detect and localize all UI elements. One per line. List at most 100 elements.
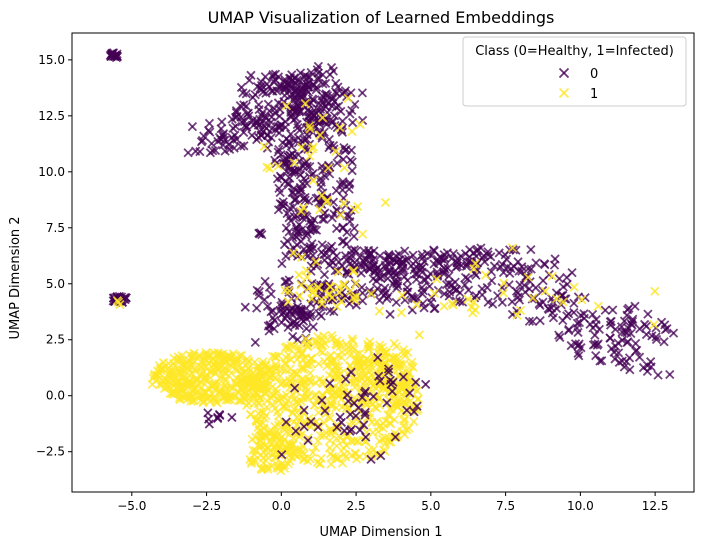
data-point [515, 296, 523, 304]
x-tick-label: 2.5 [347, 499, 366, 513]
y-tick-label: 2.5 [46, 333, 65, 347]
data-point [281, 91, 289, 99]
data-point [260, 142, 268, 150]
data-point [340, 164, 348, 172]
data-point [290, 418, 298, 426]
data-point [348, 127, 356, 135]
x-tick-label: 7.5 [496, 499, 515, 513]
data-point [644, 310, 652, 318]
data-point [551, 255, 559, 263]
data-point [570, 299, 578, 307]
chart-title: UMAP Visualization of Learned Embeddings [208, 8, 555, 27]
x-axis-label: UMAP Dimension 1 [319, 525, 442, 540]
data-point [465, 286, 473, 294]
y-tick-label: −2.5 [36, 445, 65, 459]
data-point [632, 339, 640, 347]
x-tick-label: 5.0 [421, 499, 440, 513]
data-point [592, 316, 600, 324]
x-tick-label: −2.5 [192, 499, 221, 513]
data-point [339, 224, 347, 232]
x-tick-label: 10.0 [567, 499, 594, 513]
legend-label-1: 1 [590, 87, 598, 102]
data-point [532, 259, 540, 267]
data-point [568, 269, 576, 277]
legend: Class (0=Healthy, 1=Infected) 01 [463, 37, 686, 106]
data-point [565, 327, 573, 335]
data-point [536, 317, 544, 325]
data-point [340, 199, 348, 207]
data-point [247, 411, 255, 419]
data-point [606, 334, 614, 342]
data-point [592, 352, 600, 360]
y-tick-label: 12.5 [38, 109, 65, 123]
data-point [654, 371, 662, 379]
x-tick-label: 12.5 [642, 499, 669, 513]
data-point [660, 338, 668, 346]
data-point [267, 290, 275, 298]
data-point [337, 211, 345, 219]
data-point [555, 275, 563, 283]
data-point [541, 261, 549, 269]
data-point [255, 101, 263, 109]
data-point [661, 321, 669, 329]
data-point [309, 323, 317, 331]
data-point [251, 338, 259, 346]
y-tick-label: 5.0 [46, 277, 65, 291]
data-point [205, 119, 213, 127]
data-point [237, 83, 245, 91]
data-point [390, 340, 398, 348]
data-point [188, 123, 196, 131]
data-point [148, 380, 156, 388]
data-point [508, 298, 516, 306]
data-point [589, 311, 597, 319]
data-point [570, 283, 578, 291]
series-1-outlier-points [113, 94, 658, 339]
data-point [228, 413, 236, 421]
data-point [666, 371, 674, 379]
data-point [414, 395, 422, 403]
data-point [647, 358, 655, 366]
y-axis-label: UMAP Dimension 2 [8, 216, 23, 339]
data-point [326, 436, 334, 444]
data-point [376, 296, 384, 304]
x-tick-label: 0.0 [272, 499, 291, 513]
data-point [670, 329, 678, 337]
data-point [527, 246, 535, 254]
data-point [333, 442, 341, 450]
data-point [229, 124, 237, 132]
data-point [302, 325, 310, 333]
data-point [578, 296, 586, 304]
data-point [359, 230, 367, 238]
data-point [264, 100, 272, 108]
data-point [315, 310, 323, 318]
x-tick-label: −5.0 [117, 499, 146, 513]
data-point [650, 321, 658, 329]
data-point [410, 418, 418, 426]
data-point [261, 73, 269, 81]
data-point [381, 198, 389, 206]
data-point [205, 415, 213, 423]
data-point [453, 286, 461, 294]
data-point [495, 249, 503, 257]
data-point [548, 272, 556, 280]
data-point [253, 304, 261, 312]
data-point [326, 71, 334, 79]
data-point [609, 306, 617, 314]
data-point [349, 119, 357, 127]
data-point [415, 331, 423, 339]
data-point [320, 271, 328, 279]
y-tick-label: 15.0 [38, 53, 65, 67]
data-point [594, 302, 602, 310]
data-point [397, 309, 405, 317]
y-tick-label: 10.0 [38, 165, 65, 179]
data-point [295, 271, 303, 279]
data-point [595, 325, 603, 333]
data-point [241, 303, 249, 311]
data-point [317, 183, 325, 191]
data-point [348, 167, 356, 175]
data-point [358, 89, 366, 97]
y-tick-label: 7.5 [46, 221, 65, 235]
points-layer [106, 49, 677, 475]
